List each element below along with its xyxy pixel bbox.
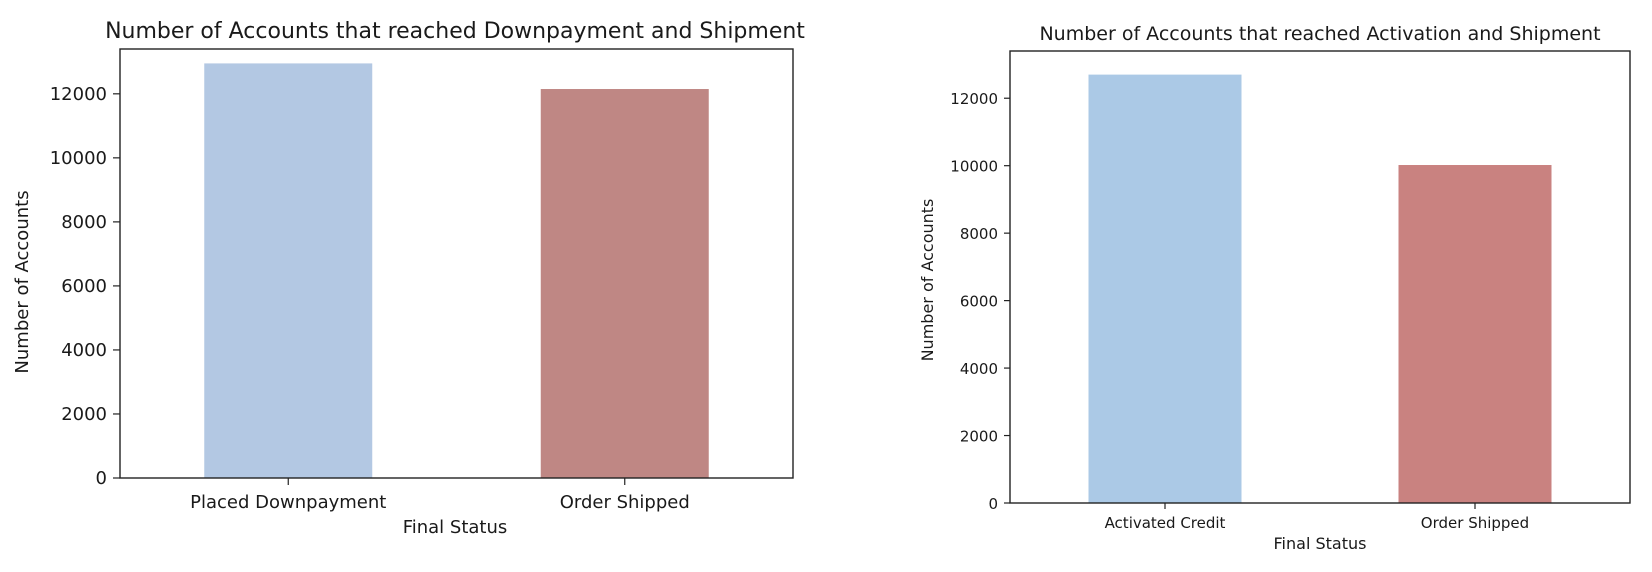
y-tick-label: 4000	[960, 360, 998, 378]
bar-activated-credit	[1088, 74, 1242, 503]
y-tick-label: 12000	[950, 90, 998, 108]
plot-frame	[1009, 50, 1631, 504]
y-axis-label: Number of Accounts	[918, 199, 937, 362]
y-tick-label: 6000	[960, 293, 998, 311]
chart-title: Number of Accounts that reached Downpaym…	[105, 19, 805, 44]
y-tick-label: 0	[988, 495, 998, 513]
y-tick-label: 2000	[61, 404, 107, 425]
x-tick-label: Activated Credit	[1105, 514, 1226, 532]
y-tick-label: 12000	[50, 84, 107, 105]
y-tick-label: 2000	[960, 428, 998, 446]
y-axis-label: Number of Accounts	[12, 190, 33, 373]
x-tick-label: Order Shipped	[560, 492, 690, 513]
x-tick-label: Order Shipped	[1421, 514, 1529, 532]
y-tick-label: 8000	[960, 225, 998, 243]
bar-order-shipped	[540, 89, 709, 479]
y-tick-label: 6000	[61, 276, 107, 297]
y-tick-label: 10000	[50, 148, 107, 169]
y-tick-label: 10000	[950, 158, 998, 176]
chart-activation-shipment: Number of Accounts that reached Activati…	[918, 23, 1631, 553]
chart-downpayment-shipment: Number of Accounts that reached Downpaym…	[12, 19, 805, 538]
chart-title: Number of Accounts that reached Activati…	[1039, 23, 1600, 45]
y-tick-label: 0	[96, 468, 107, 489]
y-tick-label: 8000	[61, 212, 107, 233]
x-axis-label: Final Status	[1274, 534, 1367, 553]
plot-frame	[119, 48, 794, 479]
x-axis-label: Final Status	[403, 517, 508, 538]
y-tick-label: 4000	[61, 340, 107, 361]
bar-placed-downpayment	[204, 63, 373, 479]
bar-order-shipped	[1398, 165, 1552, 503]
x-tick-label: Placed Downpayment	[190, 492, 386, 513]
